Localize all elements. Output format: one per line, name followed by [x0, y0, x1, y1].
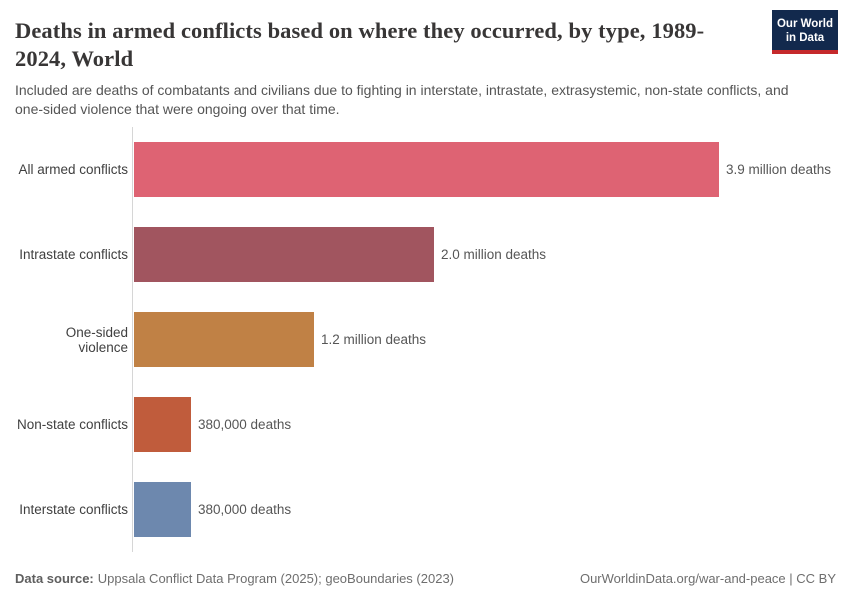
value-label: 380,000 deaths — [198, 417, 292, 433]
bar-track: 380,000 deaths — [132, 467, 835, 553]
category-label: Interstate conflicts — [19, 502, 128, 518]
bar-row: Non-state conflicts 380,000 deaths — [15, 382, 835, 468]
owid-logo-line2: in Data — [785, 32, 825, 45]
data-source-label: Data source: — [15, 571, 94, 586]
data-source: Data source: Uppsala Conflict Data Progra… — [15, 571, 454, 586]
value-label: 380,000 deaths — [198, 502, 292, 518]
bar[interactable] — [134, 142, 719, 198]
bar-row: One-sided violence 1.2 million deaths — [15, 297, 835, 383]
attribution-link[interactable]: OurWorldinData.org/war-and-peace | CC BY — [579, 571, 836, 586]
owid-logo-line1: Our World — [776, 18, 833, 30]
bar-row: Interstate conflicts 380,000 deaths — [15, 467, 835, 553]
owid-logo[interactable]: Our World in Data — [772, 10, 838, 55]
bar-chart: All armed conflicts 3.9 million deaths Int… — [15, 127, 835, 553]
bar-track: 3.9 million deaths — [132, 127, 835, 213]
chart-title: Deaths in armed conflicts based on where… — [15, 18, 705, 72]
bar-track: 1.2 million deaths — [132, 297, 835, 383]
chart-footer: Data source: Uppsala Conflict Data Progra… — [15, 571, 836, 586]
bar[interactable] — [134, 227, 434, 283]
bar[interactable] — [134, 312, 314, 368]
category-label: Intrastate conflicts — [19, 247, 128, 263]
value-label: 2.0 million deaths — [441, 247, 547, 263]
bar-row: Intrastate conflicts 2.0 million deaths — [15, 212, 835, 298]
chart-subtitle: Included are deaths of combatants and ci… — [15, 81, 789, 117]
bar[interactable] — [134, 482, 191, 538]
category-label: All armed conflicts — [18, 162, 128, 178]
data-source-text: Uppsala Conflict Data Program (2025); ge… — [97, 571, 454, 586]
category-label: One-sided violence — [65, 324, 128, 355]
bar-track: 380,000 deaths — [132, 382, 835, 468]
bar[interactable] — [134, 397, 191, 453]
bar-track: 2.0 million deaths — [132, 212, 835, 298]
bar-row: All armed conflicts 3.9 million deaths — [15, 127, 835, 213]
category-label: Non-state conflicts — [16, 417, 128, 433]
value-label: 3.9 million deaths — [726, 162, 832, 178]
value-label: 1.2 million deaths — [321, 332, 427, 348]
